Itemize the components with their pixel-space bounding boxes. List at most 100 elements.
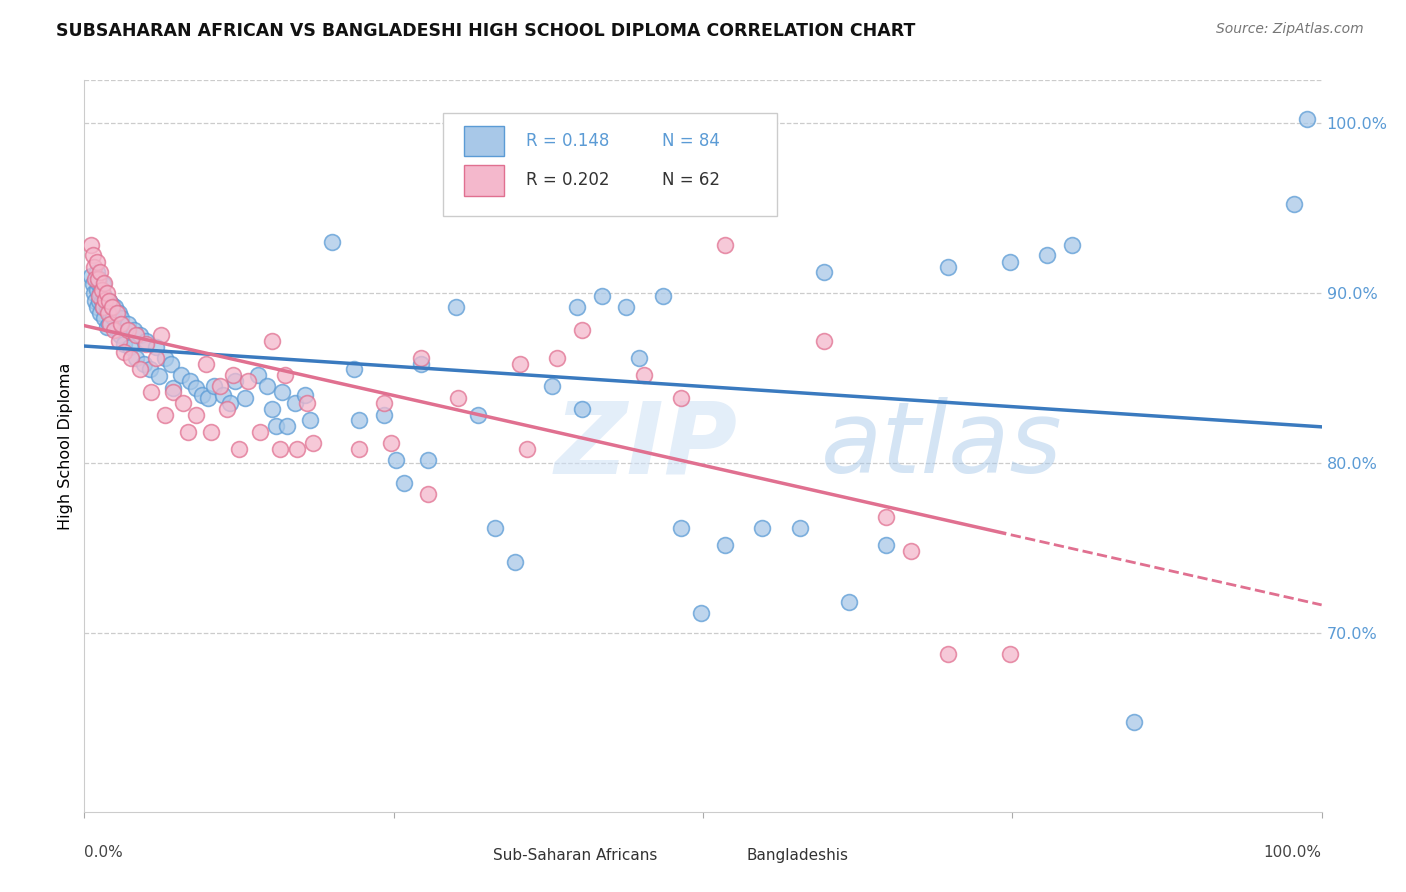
Point [222,368,245,382]
Point [89,265,111,279]
Point [900,544,922,558]
Point [200,425,222,440]
Point [516,442,538,457]
Point [89,289,111,303]
Point [256,379,278,393]
Point [145,340,167,354]
Point [184,409,207,423]
Point [1060,238,1083,252]
Point [87,276,110,290]
Point [103,323,125,337]
Point [98,294,121,309]
Point [380,435,402,450]
Point [262,334,284,348]
Point [86,300,108,314]
Point [139,362,162,376]
FancyBboxPatch shape [464,165,503,196]
Point [129,362,152,376]
Point [98,306,121,320]
Point [96,285,118,300]
Point [79,268,101,283]
Point [93,289,115,303]
Point [1036,248,1059,262]
Point [120,351,142,365]
Point [751,521,773,535]
Point [150,328,173,343]
Text: Sub-Saharan Africans: Sub-Saharan Africans [492,848,657,863]
Point [789,521,811,535]
Point [936,647,959,661]
Point [170,368,193,382]
Point [96,320,118,334]
Point [627,351,650,365]
Point [484,521,506,535]
Point [105,323,128,337]
Point [202,379,225,393]
Point [86,283,108,297]
Point [179,375,201,389]
Point [212,388,235,402]
Text: N = 62: N = 62 [662,171,720,189]
Point [162,381,184,395]
Point [110,328,132,343]
Point [112,345,135,359]
Text: N = 84: N = 84 [662,132,720,150]
Point [153,351,176,365]
Point [321,235,343,249]
Point [236,375,259,389]
Point [298,413,321,427]
Point [162,384,184,399]
Point [1122,714,1144,729]
Point [129,328,152,343]
Point [90,283,112,297]
Point [1284,197,1306,211]
Point [385,452,408,467]
Point [271,384,294,399]
Point [132,357,155,371]
Point [117,317,139,331]
Point [838,595,860,609]
Point [82,277,104,292]
Point [1295,112,1317,127]
Point [122,323,145,337]
Point [343,362,366,376]
Point [100,300,122,314]
Point [94,293,117,307]
Text: 0.0%: 0.0% [84,845,124,860]
Point [936,260,959,275]
Point [91,300,114,314]
Point [262,401,284,416]
Point [135,334,157,348]
Point [184,381,207,395]
Point [86,255,108,269]
Point [571,323,593,337]
Point [652,289,675,303]
Point [228,442,250,457]
Point [112,337,135,351]
Point [98,317,121,331]
Point [108,306,131,320]
Point [117,323,139,337]
Point [294,388,316,402]
Point [172,396,194,410]
Point [373,396,395,410]
Point [813,334,835,348]
Point [669,392,692,406]
Point [209,379,232,393]
Point [91,300,114,314]
Point [100,298,122,312]
FancyBboxPatch shape [450,845,484,867]
Point [177,425,200,440]
Point [444,300,467,314]
Point [689,606,711,620]
Text: atlas: atlas [821,398,1062,494]
Point [120,340,142,354]
Point [191,388,214,402]
Point [249,425,271,440]
Point [98,317,121,331]
Point [141,384,163,399]
Point [285,442,308,457]
Point [83,285,105,300]
Point [108,334,131,348]
Point [87,272,110,286]
